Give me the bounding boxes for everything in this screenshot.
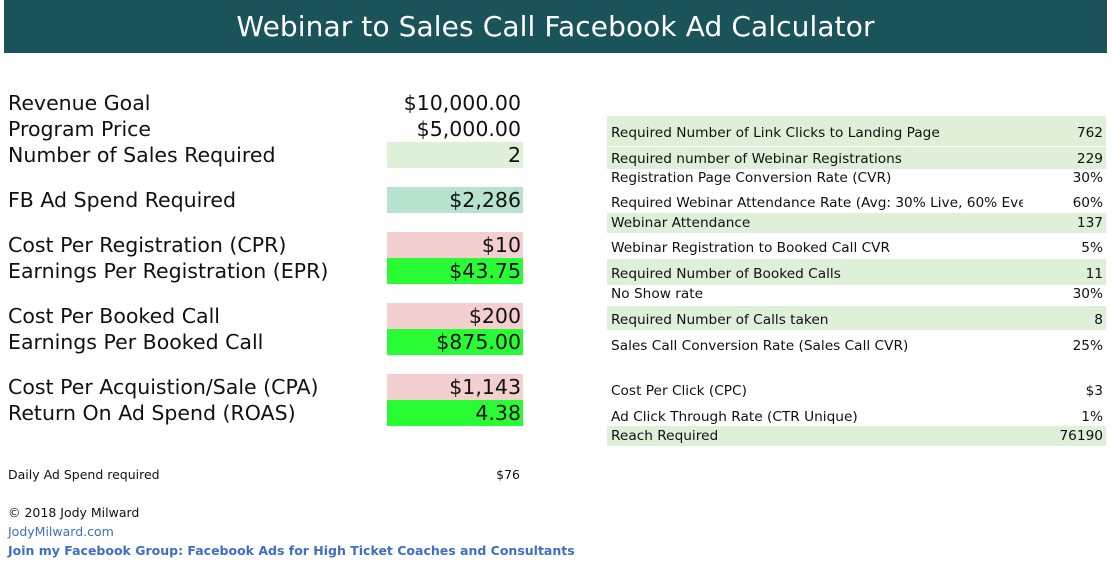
sales-call-cvr-row: Sales Call Conversion Rate (Sales Call C…	[607, 336, 1106, 356]
page-title-text: Webinar to Sales Call Facebook Ad Calcul…	[236, 10, 875, 43]
sales-required-row: Number of Sales Required 2	[0, 142, 530, 168]
daily-ad-spend-value: $76	[496, 467, 520, 482]
sales-required-label: Number of Sales Required	[8, 143, 276, 167]
cpc-row: Cost Per Click (CPC) $3	[607, 381, 1106, 401]
reg-to-call-cvr-label: Webinar Registration to Booked Call CVR	[611, 240, 891, 256]
reach-value: 76190	[1059, 428, 1103, 444]
roas-label: Return On Ad Spend (ROAS)	[8, 401, 296, 425]
calls-taken-row: Required Number of Calls taken 8	[607, 306, 1106, 330]
cpa-row: Cost Per Acquistion/Sale (CPA) $1,143	[0, 374, 530, 400]
booked-calls-label: Required Number of Booked Calls	[611, 266, 841, 282]
attendance-rate-value[interactable]: 60%	[1072, 195, 1103, 211]
earnings-booked-call-row: Earnings Per Booked Call $875.00	[0, 329, 530, 355]
attendance-rate-label: Required Webinar Attendance Rate (Avg: 3…	[611, 195, 1023, 211]
webinar-regs-row: Required number of Webinar Registrations…	[607, 147, 1106, 169]
cpa-value: $1,143	[387, 374, 523, 400]
copyright-text: © 2018 Jody Milward	[8, 505, 140, 520]
fb-ad-spend-value: $2,286	[387, 187, 523, 213]
ctr-row: Ad Click Through Rate (CTR Unique) 1%	[607, 407, 1106, 427]
reg-cvr-value[interactable]: 30%	[1072, 170, 1103, 186]
website-link[interactable]: JodyMilward.com	[8, 524, 114, 539]
reg-to-call-cvr-row: Webinar Registration to Booked Call CVR …	[607, 238, 1106, 258]
reach-row: Reach Required 76190	[607, 426, 1106, 446]
booked-calls-value: 11	[1085, 266, 1103, 282]
cpc-value[interactable]: $3	[1085, 383, 1103, 399]
epr-value: $43.75	[387, 258, 523, 284]
cpc-label: Cost Per Click (CPC)	[611, 383, 747, 399]
earnings-booked-call-value: $875.00	[387, 329, 523, 355]
epr-row: Earnings Per Registration (EPR) $43.75	[0, 258, 530, 284]
epr-label: Earnings Per Registration (EPR)	[8, 259, 329, 283]
booked-calls-row: Required Number of Booked Calls 11	[607, 259, 1106, 285]
page-title: Webinar to Sales Call Facebook Ad Calcul…	[4, 0, 1107, 53]
ctr-label: Ad Click Through Rate (CTR Unique)	[611, 409, 858, 425]
calls-taken-value: 8	[1094, 312, 1103, 328]
link-clicks-value: 762	[1076, 125, 1103, 141]
webinar-regs-value: 229	[1076, 151, 1103, 167]
link-clicks-label: Required Number of Link Clicks to Landin…	[611, 125, 940, 141]
fb-ad-spend-row: FB Ad Spend Required $2,286	[0, 187, 530, 213]
earnings-booked-call-label: Earnings Per Booked Call	[8, 330, 264, 354]
reach-label: Reach Required	[611, 428, 719, 444]
reg-cvr-label: Registration Page Conversion Rate (CVR)	[611, 170, 892, 186]
revenue-goal-input[interactable]: $10,000.00	[403, 91, 521, 115]
reg-cvr-row: Registration Page Conversion Rate (CVR) …	[607, 168, 1106, 188]
fb-ad-spend-label: FB Ad Spend Required	[8, 188, 236, 212]
program-price-input[interactable]: $5,000.00	[416, 117, 521, 141]
cpr-label: Cost Per Registration (CPR)	[8, 233, 287, 257]
attendance-row: Webinar Attendance 137	[607, 213, 1106, 233]
reg-to-call-cvr-value[interactable]: 5%	[1081, 240, 1103, 256]
attendance-label: Webinar Attendance	[611, 215, 751, 231]
roas-value: 4.38	[387, 400, 523, 426]
cost-booked-call-row: Cost Per Booked Call $200	[0, 303, 530, 329]
program-price-label: Program Price	[8, 117, 152, 141]
no-show-label: No Show rate	[611, 286, 704, 302]
cost-booked-call-label: Cost Per Booked Call	[8, 304, 220, 328]
cpr-row: Cost Per Registration (CPR) $10	[0, 232, 530, 258]
webinar-regs-label: Required number of Webinar Registrations	[611, 151, 902, 167]
facebook-group-link[interactable]: Join my Facebook Group: Facebook Ads for…	[8, 543, 575, 558]
program-price-row: Program Price $5,000.00	[0, 116, 530, 142]
cost-booked-call-value: $200	[387, 303, 523, 329]
no-show-value[interactable]: 30%	[1072, 286, 1103, 302]
revenue-goal-label: Revenue Goal	[8, 91, 151, 115]
sales-required-value: 2	[387, 142, 523, 168]
cpa-label: Cost Per Acquistion/Sale (CPA)	[8, 375, 319, 399]
sales-call-cvr-value[interactable]: 25%	[1072, 338, 1103, 354]
revenue-goal-row: Revenue Goal $10,000.00	[0, 90, 530, 116]
attendance-rate-row: Required Webinar Attendance Rate (Avg: 3…	[607, 193, 1106, 213]
sales-call-cvr-label: Sales Call Conversion Rate (Sales Call C…	[611, 338, 909, 354]
ctr-value[interactable]: 1%	[1081, 409, 1103, 425]
daily-ad-spend-label: Daily Ad Spend required	[8, 467, 160, 482]
cpr-value: $10	[387, 232, 523, 258]
link-clicks-row: Required Number of Link Clicks to Landin…	[607, 116, 1106, 146]
no-show-row: No Show rate 30%	[607, 284, 1106, 304]
roas-row: Return On Ad Spend (ROAS) 4.38	[0, 400, 530, 426]
calls-taken-label: Required Number of Calls taken	[611, 312, 829, 328]
attendance-value: 137	[1076, 215, 1103, 231]
